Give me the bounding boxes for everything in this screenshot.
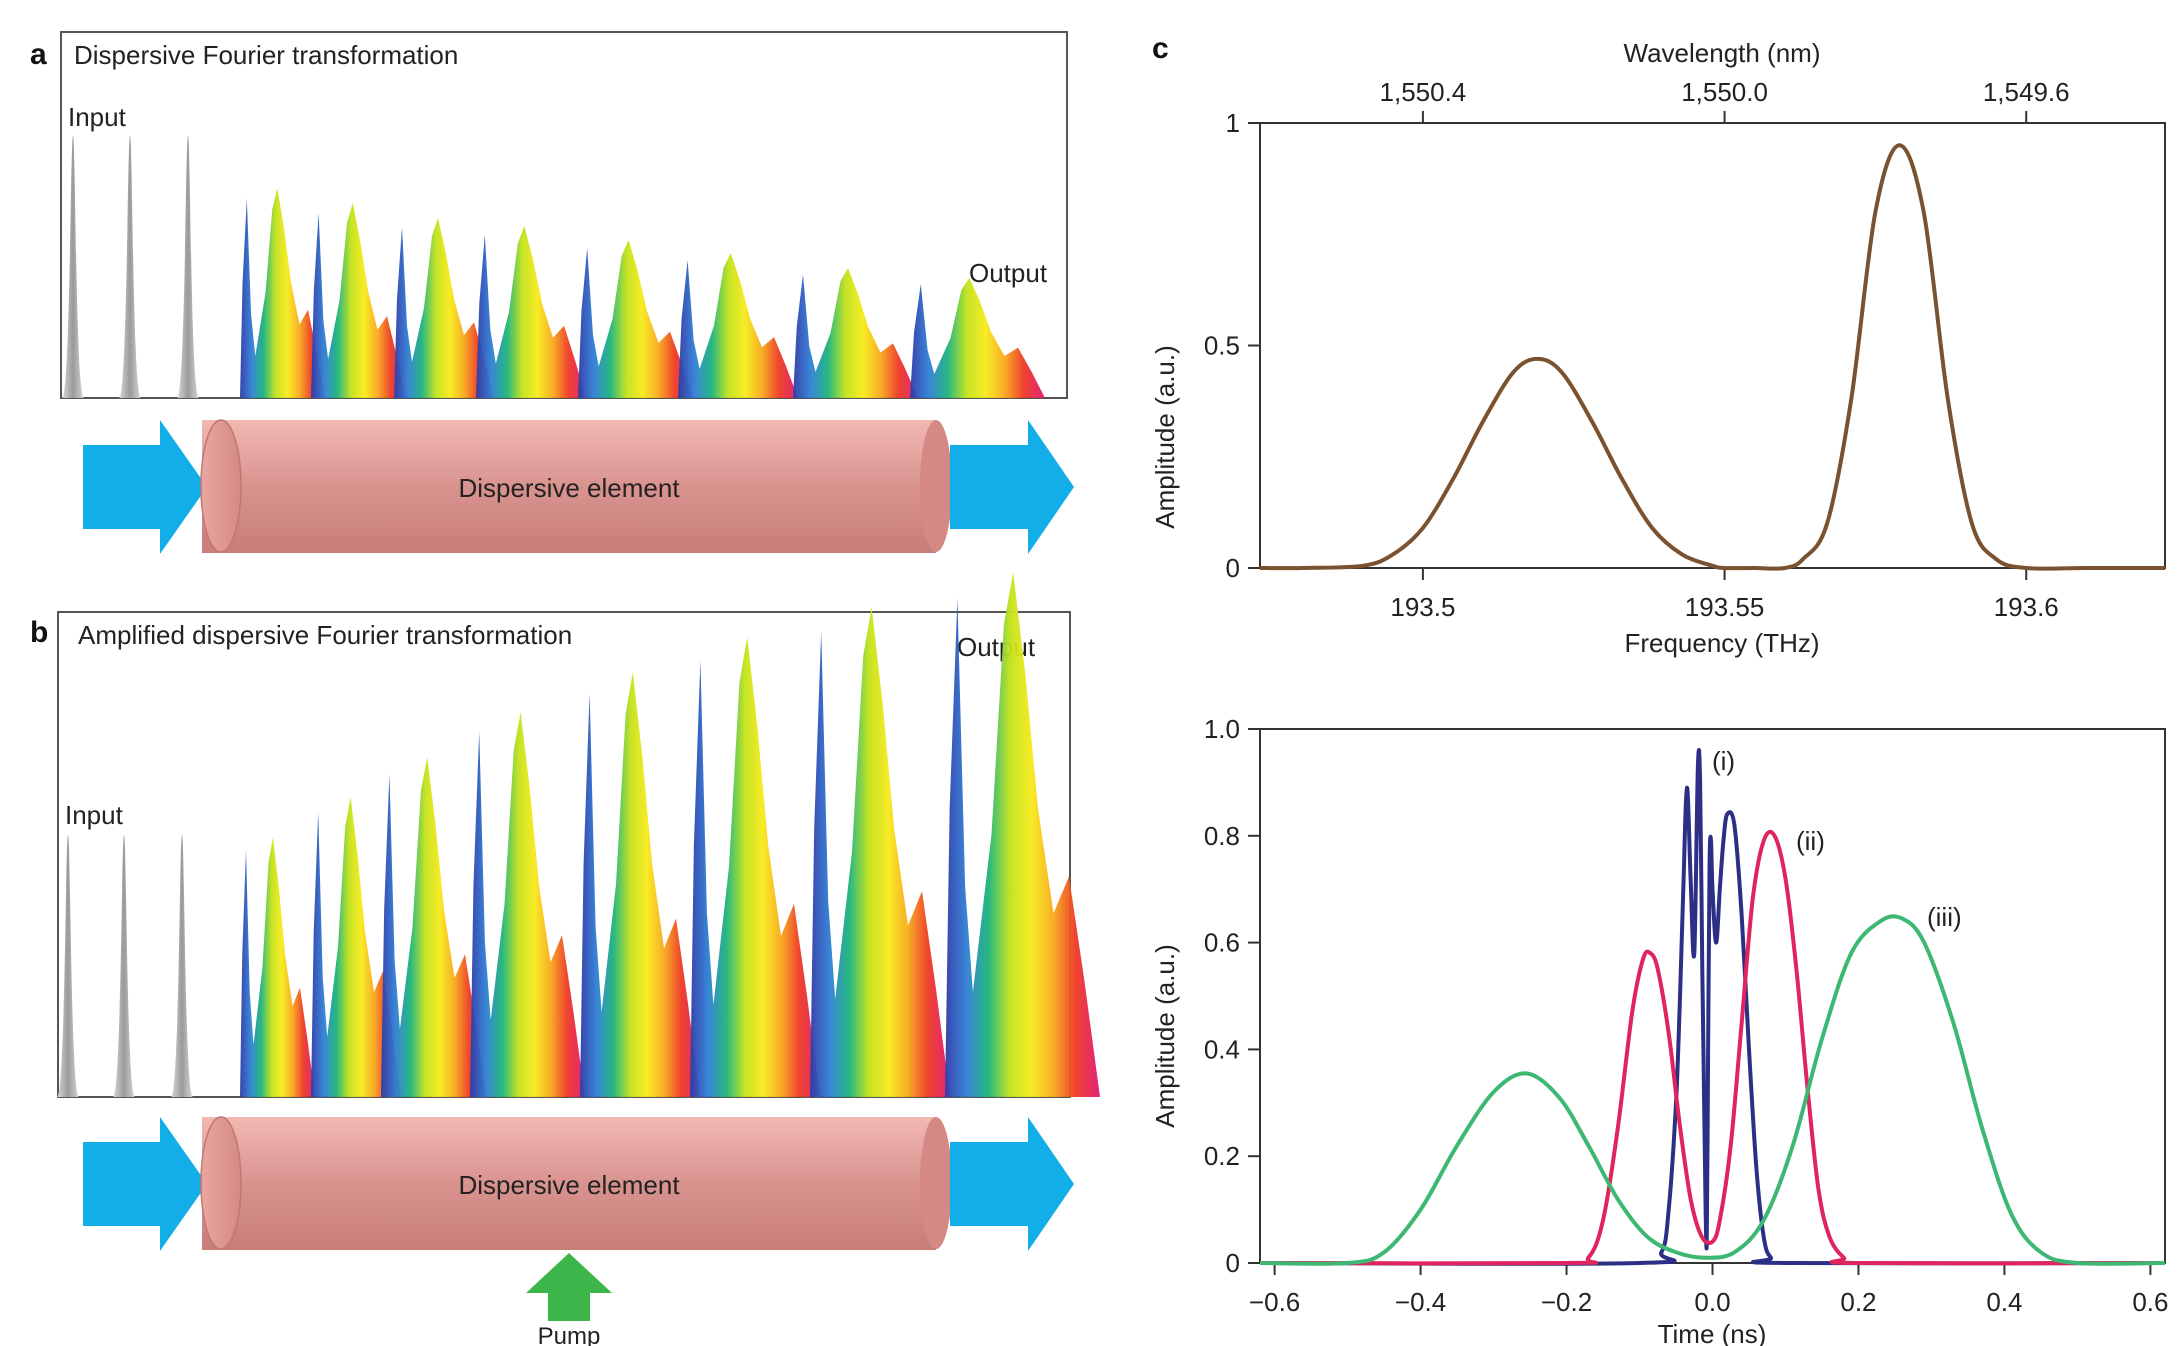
input-pulse-b-2 xyxy=(171,835,193,1097)
panel-a-dispersive-element: Dispersive element xyxy=(83,419,1074,554)
input-pulse-b-1 xyxy=(113,835,135,1097)
panel-a-pulse-train xyxy=(62,136,1045,398)
x-tick-label-2: −0.2 xyxy=(1541,1287,1592,1317)
time-plot-frame xyxy=(1259,728,2166,1264)
panel-a-title: Dispersive Fourier transformation xyxy=(74,40,458,70)
time-chart: Time (ns) Amplitude (a.u.) −0.6 −0.4 −0.2 0… xyxy=(1150,714,2168,1346)
dispersed-pulse-a-6 xyxy=(793,268,918,398)
y-tick-label-1: 0.2 xyxy=(1204,1141,1240,1171)
panel-b-pulse-train xyxy=(57,572,1100,1097)
x2-tick-label-0: 1,550.4 xyxy=(1380,77,1467,107)
x2-tick-label-2: 1,549.6 xyxy=(1983,77,2070,107)
panel-a-cylinder-body xyxy=(202,420,936,553)
panel-b-cylinder-end xyxy=(920,1117,952,1249)
time-series xyxy=(1259,748,2166,1266)
panel-a-cylinder-end xyxy=(920,420,952,552)
spectrum-series xyxy=(1259,143,2165,571)
panel-b-input-label: Input xyxy=(65,800,124,830)
x-tick-label-1: 193.55 xyxy=(1685,592,1765,622)
series-line-0 xyxy=(1259,143,2165,571)
panel-b-dispersive-element: Dispersive element Pump xyxy=(83,1116,1074,1346)
dispersed-pulse-a-2 xyxy=(394,218,494,398)
pump-arrow xyxy=(526,1253,612,1321)
amplified-pulse-b-5 xyxy=(690,637,820,1097)
series-line-1 xyxy=(1259,829,2166,1266)
y-tick-label-3: 0.6 xyxy=(1204,928,1240,958)
dispersed-pulse-a-7 xyxy=(910,278,1045,398)
spectrum-x-ticks: 193.5 193.55 193.6 xyxy=(1390,568,2059,622)
pump-label: Pump xyxy=(538,1323,601,1346)
y-tick-label-1: 0.5 xyxy=(1204,331,1240,361)
series-label-iii: (iii) xyxy=(1927,902,1962,932)
panel-b-title: Amplified dispersive Fourier transformat… xyxy=(78,620,572,650)
time-x-axis-label: Time (ns) xyxy=(1658,1319,1767,1346)
x-tick-label-6: 0.6 xyxy=(2132,1287,2168,1317)
x-tick-label-4: 0.2 xyxy=(1840,1287,1876,1317)
y-tick-label-0: 0 xyxy=(1226,553,1240,583)
dispersed-pulse-a-0 xyxy=(240,188,325,398)
amplified-pulse-b-6 xyxy=(810,607,950,1097)
amplified-pulse-b-0 xyxy=(240,837,315,1097)
x-tick-label-2: 193.6 xyxy=(1994,592,2059,622)
x2-tick-label-1: 1,550.0 xyxy=(1681,77,1768,107)
panel-c-label: c xyxy=(1152,32,1169,65)
panel-c: c Wavelength (nm) Frequency (THz) Amplit… xyxy=(1150,32,2168,1346)
panel-a: a Dispersive Fourier transformation Inpu… xyxy=(30,31,1074,554)
amplified-pulse-b-2 xyxy=(381,757,486,1097)
panel-b: b Amplified dispersive Fourier transform… xyxy=(30,572,1100,1346)
spectrum-x2-ticks: 1,550.4 1,550.0 1,549.6 xyxy=(1380,77,2070,123)
panel-b-output-arrow xyxy=(950,1117,1074,1251)
panel-b-output-label: Output xyxy=(957,632,1036,662)
series-line-2 xyxy=(1259,914,2166,1266)
dispersed-pulse-a-3 xyxy=(476,226,586,398)
spectrum-y-axis-label: Amplitude (a.u.) xyxy=(1150,345,1180,529)
y-tick-label-4: 0.8 xyxy=(1204,821,1240,851)
x-tick-label-0: 193.5 xyxy=(1390,592,1455,622)
panel-a-label: a xyxy=(30,38,47,71)
series-line-0 xyxy=(1259,748,2166,1266)
amplified-pulse-b-7 xyxy=(945,572,1100,1097)
y-tick-label-5: 1.0 xyxy=(1204,714,1240,744)
y-tick-label-0: 0 xyxy=(1226,1248,1240,1278)
spectrum-chart: Wavelength (nm) Frequency (THz) Amplitud… xyxy=(1150,38,2166,658)
x-tick-label-5: 0.4 xyxy=(1986,1287,2022,1317)
amplified-pulse-b-1 xyxy=(311,797,401,1097)
panel-a-input-label: Input xyxy=(68,102,127,132)
panel-a-input-arrow xyxy=(83,420,207,554)
y-tick-label-2: 0.4 xyxy=(1204,1034,1240,1064)
spectrum-y-ticks: 00.51 xyxy=(1204,108,1260,583)
spectrum-x2-axis-label: Wavelength (nm) xyxy=(1624,38,1821,68)
series-label-ii: (ii) xyxy=(1796,826,1825,856)
panel-b-label: b xyxy=(30,616,48,649)
x-tick-label-3: 0.0 xyxy=(1694,1287,1730,1317)
panel-b-element-label: Dispersive element xyxy=(458,1170,680,1200)
input-pulse-a-0 xyxy=(62,136,84,398)
input-pulse-b-0 xyxy=(57,835,79,1097)
y-tick-label-2: 1 xyxy=(1226,108,1240,138)
input-pulse-a-2 xyxy=(177,136,199,398)
time-y-axis-label: Amplitude (a.u.) xyxy=(1150,944,1180,1128)
panel-a-element-label: Dispersive element xyxy=(458,473,680,503)
series-label-i: (i) xyxy=(1712,746,1735,776)
amplified-pulse-b-3 xyxy=(470,712,585,1097)
panel-a-output-arrow xyxy=(950,420,1074,554)
panel-b-cylinder-cap xyxy=(200,1116,242,1250)
time-x-ticks: −0.6 −0.4 −0.2 0.0 0.2 0.4 0.6 xyxy=(1249,1263,2168,1317)
time-y-ticks: 0 0.2 0.4 0.6 0.8 1.0 xyxy=(1204,714,1260,1278)
amplified-pulse-b-4 xyxy=(580,672,700,1097)
input-pulse-a-1 xyxy=(119,136,141,398)
dispersed-pulse-a-1 xyxy=(311,203,406,398)
spectrum-plot-frame xyxy=(1259,122,2166,569)
x-tick-label-1: −0.4 xyxy=(1395,1287,1446,1317)
panel-b-cylinder-body xyxy=(202,1117,936,1250)
spectrum-x-axis-label: Frequency (THz) xyxy=(1624,628,1819,658)
panel-a-cylinder-cap xyxy=(200,419,242,553)
panel-a-output-label: Output xyxy=(969,258,1048,288)
dispersed-pulse-a-4 xyxy=(578,240,693,398)
x-tick-label-0: −0.6 xyxy=(1249,1287,1300,1317)
dispersed-pulse-a-5 xyxy=(678,253,798,398)
panel-b-input-arrow xyxy=(83,1117,207,1251)
